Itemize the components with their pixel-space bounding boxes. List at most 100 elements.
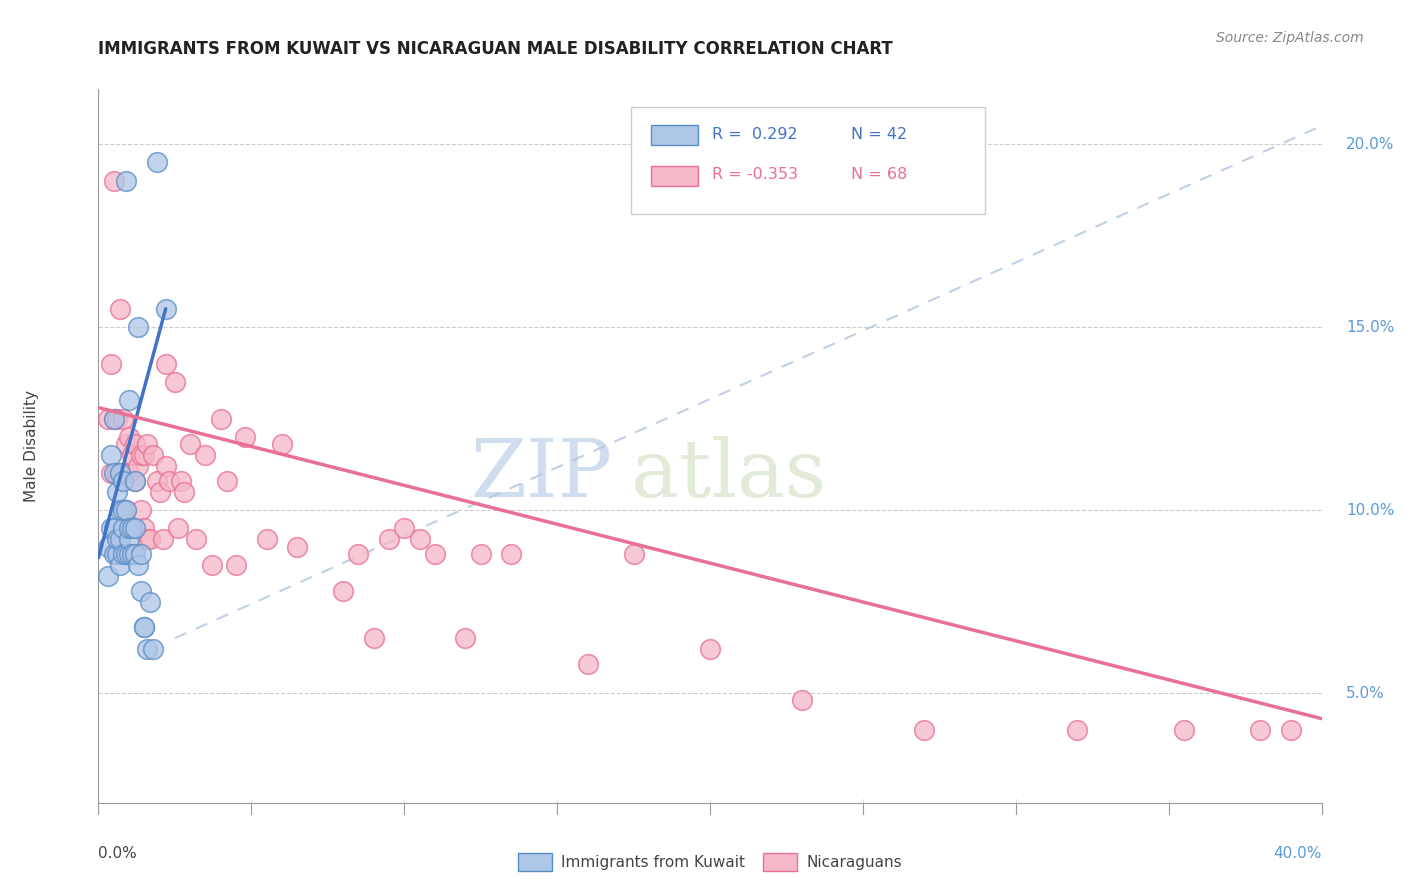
Point (256, 533, 278, 547)
Point (121, 521, 143, 535)
Point (142, 448, 165, 462)
Text: 0.0%: 0.0% (98, 846, 138, 861)
Text: N = 42: N = 42 (851, 127, 907, 142)
Point (470, 547, 492, 561)
Point (790, 693, 813, 707)
Point (186, 533, 208, 547)
Point (103, 467, 125, 481)
FancyBboxPatch shape (630, 107, 986, 214)
Point (105, 467, 128, 481)
Point (103, 174, 125, 188)
Point (134, 620, 156, 634)
Text: R =  0.292: R = 0.292 (713, 127, 799, 142)
Point (173, 484, 195, 499)
Point (115, 503, 138, 517)
Text: N = 68: N = 68 (851, 168, 907, 182)
Point (215, 474, 238, 488)
Point (103, 521, 125, 535)
Point (124, 521, 146, 535)
Point (100, 521, 122, 535)
Point (129, 583, 152, 598)
Point (105, 547, 128, 561)
Point (108, 467, 131, 481)
Text: R = -0.353: R = -0.353 (713, 168, 799, 182)
Point (115, 503, 138, 517)
Point (121, 521, 143, 535)
Point (136, 437, 159, 451)
Bar (651, 166, 697, 186)
Text: 20.0%: 20.0% (1346, 136, 1395, 152)
Point (142, 642, 165, 657)
Point (163, 375, 186, 389)
Point (423, 547, 446, 561)
Point (139, 533, 162, 547)
Point (378, 533, 401, 547)
Point (105, 484, 128, 499)
Point (103, 411, 125, 425)
Point (145, 155, 167, 169)
Point (127, 459, 149, 474)
Point (454, 631, 477, 645)
Point (170, 474, 193, 488)
Point (111, 547, 134, 561)
Point (332, 583, 354, 598)
Point (124, 474, 146, 488)
Point (149, 484, 172, 499)
Point (1249, 723, 1271, 737)
Point (118, 521, 141, 535)
Point (129, 547, 152, 561)
Point (152, 533, 174, 547)
Point (194, 448, 217, 462)
Point (108, 503, 131, 517)
Text: 5.0%: 5.0% (1346, 686, 1385, 700)
Point (103, 547, 125, 561)
Point (623, 547, 645, 561)
Point (225, 558, 247, 572)
Point (129, 448, 152, 462)
Point (124, 547, 146, 561)
Point (134, 521, 156, 535)
Point (100, 448, 122, 462)
Point (118, 430, 141, 444)
Point (155, 301, 177, 316)
Point (270, 437, 292, 451)
Point (118, 533, 141, 547)
Point (129, 503, 152, 517)
Point (108, 558, 131, 572)
Point (136, 533, 159, 547)
Point (108, 467, 131, 481)
Text: 40.0%: 40.0% (1274, 846, 1322, 861)
Point (139, 594, 162, 608)
Point (115, 547, 138, 561)
Point (111, 467, 134, 481)
Point (167, 521, 190, 535)
Text: Source: ZipAtlas.com: Source: ZipAtlas.com (1216, 31, 1364, 45)
Point (347, 547, 370, 561)
Point (179, 437, 201, 451)
Point (1279, 723, 1302, 737)
Point (155, 357, 177, 371)
Point (118, 547, 141, 561)
Text: 15.0%: 15.0% (1346, 319, 1395, 334)
Point (118, 467, 141, 481)
Point (136, 642, 159, 657)
Bar (651, 125, 697, 145)
Point (200, 558, 222, 572)
Point (124, 437, 146, 451)
Point (108, 301, 131, 316)
Text: atlas: atlas (630, 435, 825, 514)
Point (285, 540, 308, 554)
Point (111, 503, 134, 517)
Point (97, 569, 120, 583)
Point (127, 558, 149, 572)
Point (108, 533, 131, 547)
Point (134, 620, 156, 634)
Point (392, 521, 416, 535)
Point (209, 411, 232, 425)
Point (124, 474, 146, 488)
Point (363, 631, 385, 645)
Point (100, 357, 122, 371)
Point (1066, 723, 1088, 737)
Point (134, 448, 156, 462)
Text: IMMIGRANTS FROM KUWAIT VS NICARAGUAN MALE DISABILITY CORRELATION CHART: IMMIGRANTS FROM KUWAIT VS NICARAGUAN MAL… (98, 40, 893, 58)
